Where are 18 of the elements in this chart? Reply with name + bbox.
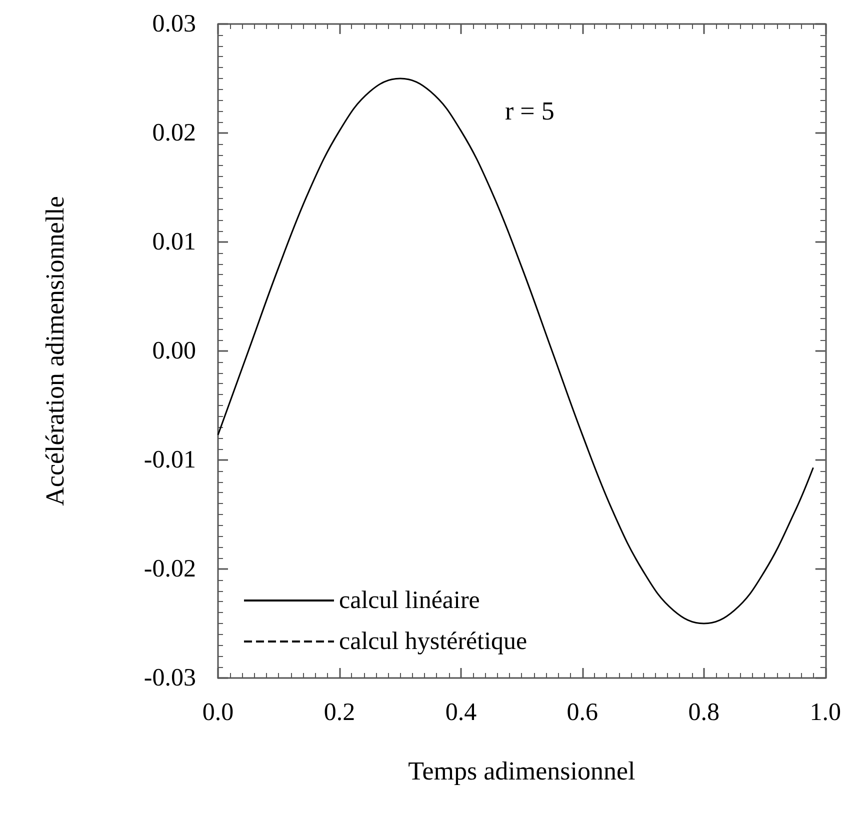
x-tick-label: 0.8 [688, 699, 720, 726]
annotation: r = 5 [505, 96, 554, 126]
x-tick-label: 0.4 [445, 699, 478, 726]
y-tick-label: 0.01 [152, 228, 196, 256]
x-tick-label: 0.6 [566, 699, 598, 726]
y-tick-label: -0.02 [144, 556, 196, 582]
legend-label: calcul linéaire [339, 587, 480, 614]
x-tick-label: 1.0 [810, 699, 841, 726]
legend-label: calcul hystérétique [339, 628, 528, 655]
y-tick-label: 0.00 [152, 338, 196, 364]
x-tick-label: 0.0 [202, 699, 234, 726]
y-tick-label: 0.02 [152, 120, 196, 146]
y-axis-title: Accélération adimensionnelle [40, 196, 70, 506]
y-tick-label: -0.03 [144, 664, 196, 692]
y-tick-label: 0.03 [152, 10, 196, 38]
x-axis-title: Temps adimensionnel [408, 756, 636, 786]
y-tick-label: -0.01 [144, 446, 196, 474]
x-tick-label: 0.2 [324, 699, 356, 726]
